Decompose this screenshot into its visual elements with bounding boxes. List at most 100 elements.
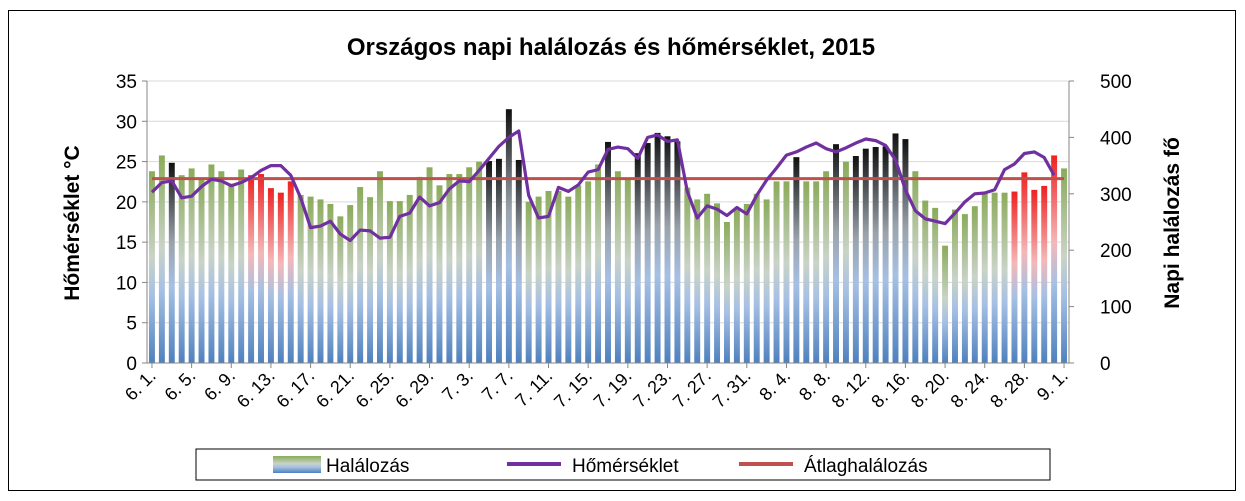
bar-halalozas-26: [406, 194, 413, 363]
bar-halalozas-70: [842, 161, 849, 363]
bar-halalozas-76: [902, 139, 909, 363]
chart-title: Országos napi halálozás és hőmérséklet, …: [347, 34, 875, 61]
y-left-tick-label-6: 30: [116, 112, 137, 133]
x-tick-label-7: 6. 29.: [391, 366, 437, 412]
legend-label-halalozas: Halálozás: [326, 456, 409, 477]
bar-halalozas-27: [416, 176, 423, 363]
bar-halalozas-78: [922, 200, 929, 363]
bar-halalozas-81: [952, 209, 958, 363]
bar-halalozas-42: [565, 196, 572, 363]
bar-halalozas-85: [991, 192, 998, 363]
y-left-tick-label-0: 0: [126, 354, 137, 375]
y-left-tick-label-4: 20: [116, 193, 137, 214]
bar-halalozas-87: [1011, 191, 1018, 363]
x-tick-label-8: 7. 3.: [438, 366, 477, 405]
bar-halalozas-7: [218, 171, 225, 363]
bar-halalozas-54: [684, 187, 691, 363]
legend: Halálozás Hőmérséklet Átlaghalálozás: [195, 448, 1051, 481]
bar-halalozas-14: [287, 181, 294, 363]
x-tick-label-18: 8. 12.: [828, 366, 874, 412]
bar-halalozas-48: [624, 178, 631, 363]
bar-halalozas-41: [555, 190, 562, 363]
bar-halalozas-55: [694, 199, 701, 363]
x-tick-label-12: 7. 19.: [590, 366, 636, 412]
bar-halalozas-6: [208, 164, 215, 363]
x-tick-label-19: 8. 16.: [867, 366, 913, 412]
bar-halalozas-2: [168, 162, 175, 363]
bar-halalozas-4: [188, 168, 195, 363]
x-tick-label-16: 8. 4.: [755, 366, 794, 405]
bar-halalozas-89: [1031, 189, 1038, 363]
bar-halalozas-63: [773, 181, 780, 363]
x-tick-label-4: 6. 17.: [272, 366, 318, 412]
bar-halalozas-23: [377, 171, 383, 363]
bar-halalozas-75: [892, 133, 899, 363]
bar-halalozas-66: [803, 181, 810, 363]
x-tick-label-6: 6. 25.: [352, 366, 398, 412]
bar-halalozas-53: [674, 141, 681, 363]
bar-halalozas-79: [932, 207, 939, 363]
x-tick-label-10: 7. 11.: [511, 366, 556, 411]
y-right-tick-label-3: 300: [1100, 185, 1132, 206]
bar-halalozas-80: [942, 245, 949, 363]
bar-halalozas-73: [872, 146, 879, 363]
bar-halalozas-59: [733, 209, 740, 363]
bar-halalozas-11: [258, 174, 264, 363]
x-tick-label-3: 6. 13.: [233, 366, 279, 412]
bar-halalozas-19: [337, 216, 344, 363]
bar-halalozas-56: [704, 193, 711, 363]
bar-halalozas-34: [486, 161, 493, 363]
bar-halalozas-9: [238, 169, 245, 363]
y-axis-right-ticks: 0 100 200 300 400 500: [1069, 72, 1132, 375]
bar-halalozas-21: [357, 187, 364, 363]
y-left-tick-label-7: 35: [116, 72, 137, 93]
x-tick-label-9: 7. 7.: [478, 366, 517, 405]
x-tick-label-5: 6. 21.: [312, 366, 358, 412]
x-tick-label-11: 7. 15.: [550, 366, 596, 412]
bar-halalozas-15: [297, 194, 304, 363]
y-axis-left-label: Hőmérséklet °C: [61, 145, 84, 300]
legend-box: [195, 448, 1051, 481]
bar-halalozas-51: [654, 132, 661, 363]
bar-halalozas-17: [317, 199, 324, 363]
bar-halalozas-46: [605, 141, 611, 363]
bar-halalozas-38: [525, 201, 532, 363]
y-right-tick-label-1: 100: [1100, 298, 1132, 319]
bar-halalozas-69: [833, 144, 839, 363]
bar-halalozas-58: [723, 222, 730, 363]
y-left-tick-label-5: 25: [116, 153, 137, 174]
x-tick-label-22: 8. 28.: [986, 366, 1032, 412]
bar-halalozas-22: [367, 197, 374, 363]
bar-halalozas-82: [961, 214, 968, 363]
bar-halalozas-65: [793, 157, 800, 363]
y-right-tick-label-4: 400: [1100, 128, 1132, 149]
bar-halalozas-90: [1041, 185, 1048, 363]
bar-halalozas-49: [634, 153, 641, 363]
x-tick-label-1: 6. 5.: [161, 366, 200, 405]
bar-halalozas-43: [575, 185, 582, 363]
bar-halalozas-45: [595, 164, 602, 363]
x-tick-label-20: 8. 20.: [907, 366, 953, 412]
bar-halalozas-62: [763, 199, 770, 363]
bar-halalozas-91: [1051, 155, 1058, 363]
temperature-line-series: [150, 129, 1056, 243]
bar-halalozas-13: [277, 192, 284, 363]
bar-halalozas-20: [347, 205, 354, 363]
x-tick-label-14: 7. 27.: [669, 366, 715, 412]
y-right-tick-label-2: 200: [1100, 241, 1132, 262]
bar-halalozas-0: [148, 171, 155, 363]
bar-halalozas-67: [813, 181, 820, 363]
bar-halalozas-44: [585, 181, 592, 363]
bar-halalozas-71: [852, 156, 859, 363]
bar-halalozas-61: [753, 193, 760, 363]
x-tick-label-23: 9. 1.: [1033, 366, 1072, 405]
bar-halalozas-86: [1001, 192, 1008, 363]
bar-halalozas-47: [614, 171, 621, 363]
bar-halalozas-74: [882, 146, 889, 363]
y-axis-left-ticks: 0 5 10 15 20 25 30 35: [116, 72, 147, 375]
bar-halalozas-68: [823, 171, 830, 363]
bar-halalozas-31: [456, 174, 463, 363]
x-tick-label-15: 7. 31.: [709, 366, 755, 412]
y-right-tick-label-0: 0: [1100, 354, 1111, 375]
axes: [146, 81, 1070, 364]
